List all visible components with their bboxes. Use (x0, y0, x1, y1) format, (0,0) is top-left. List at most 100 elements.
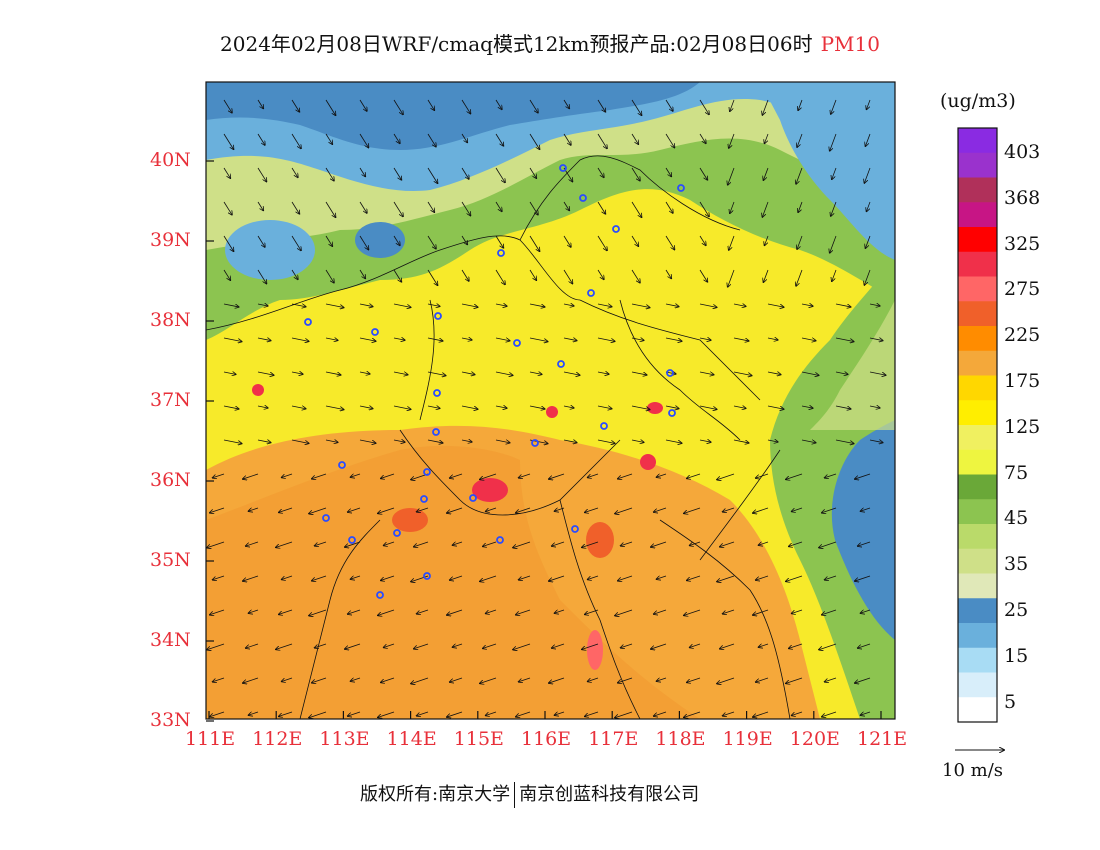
wind-arrow (797, 133, 803, 147)
wind-arrow (249, 609, 259, 613)
wind-arrow (447, 507, 463, 513)
wind-arrow (495, 304, 507, 306)
wind-arrow (223, 439, 242, 444)
wind-arrow (585, 711, 599, 716)
legend-color-bin (958, 326, 997, 352)
wind-arrow (563, 406, 574, 408)
wind-arrow (453, 643, 463, 647)
province-boundaries (206, 155, 791, 719)
legend-value-label: 275 (1004, 278, 1041, 301)
wind-arrow (756, 677, 769, 682)
wind-arrow (519, 473, 531, 478)
wind-arrow (801, 406, 813, 408)
wind-arrow (665, 167, 671, 176)
wind-arrow (461, 133, 467, 142)
wind-arrow (665, 99, 673, 111)
wind-arrow (792, 609, 803, 613)
wind-arrow (513, 643, 531, 650)
latitude-tick-label: 40N (150, 149, 191, 171)
wind-arrow (351, 473, 361, 477)
wind-arrow (665, 201, 673, 213)
wind-arrow (717, 677, 735, 684)
wind-arrow (831, 99, 837, 114)
wind-arrow (756, 575, 769, 580)
wind-arrow (393, 269, 401, 282)
legend-color-bin (958, 449, 997, 475)
wind-arrow (223, 235, 234, 251)
wind-arrow (684, 711, 701, 717)
legend-color-bin (958, 251, 997, 277)
wind-arrow (687, 575, 701, 580)
wind-arrow (257, 201, 263, 210)
wind-arrow (762, 99, 769, 115)
wind-arrow (291, 439, 309, 443)
wind-arrow (427, 269, 438, 285)
wind-arrow (582, 541, 599, 547)
wind-arrow (699, 371, 714, 375)
wind-arrow (789, 541, 803, 546)
wind-arrow (759, 541, 769, 545)
wind-arrow (257, 406, 268, 408)
wind-arrow (495, 371, 513, 375)
wind-arrow (563, 133, 571, 145)
wind-arrow (767, 440, 778, 442)
wind-arrow (835, 337, 854, 342)
wind-arrow (291, 167, 298, 177)
wind-arrow (480, 473, 497, 479)
wind-arrow (279, 507, 293, 512)
wind-arrow (597, 439, 615, 443)
legend-value-label: 25 (1004, 599, 1029, 621)
longitude-tick-label: 120E (789, 728, 840, 750)
wind-arrow (597, 405, 612, 409)
wind-arrow (483, 541, 497, 546)
wind-arrow (618, 575, 633, 581)
wind-arrow (393, 99, 403, 114)
wind-arrow (855, 473, 871, 479)
wind-arrow (822, 609, 837, 615)
wind-arrow (345, 541, 361, 547)
copyright-footer: 版权所有:南京大学 南京创蓝科技有限公司 (360, 780, 699, 808)
wind-arrow (461, 235, 467, 244)
wind-arrow (631, 440, 644, 442)
wind-arrow (516, 711, 531, 717)
legend-color-bin (958, 301, 997, 327)
wind-arrow (223, 167, 230, 178)
wind-arrow (461, 269, 469, 281)
wind-arrow (665, 439, 682, 443)
wind-arrow (819, 541, 837, 548)
wind-arrow (257, 133, 265, 145)
wind-arrow (427, 99, 434, 110)
wind-arrow (720, 643, 735, 649)
wind-arrow (699, 338, 711, 340)
wind-arrow (654, 507, 667, 512)
legend-value-label: 368 (1004, 186, 1041, 209)
wind-arrow (858, 643, 871, 648)
wind-arrow (529, 372, 542, 374)
wind-arrow (588, 575, 599, 579)
latitude-tick-label: 34N (150, 629, 191, 651)
wind-arrow (588, 677, 599, 681)
wind-arrow (717, 575, 735, 582)
wind-arrow (699, 303, 717, 307)
wind-arrow (359, 439, 376, 443)
wind-arrow (291, 337, 309, 341)
wind-arrow (699, 235, 706, 245)
wind-arrow (427, 439, 443, 443)
longitude-tick-label: 113E (319, 728, 370, 750)
wind-arrow (631, 371, 647, 375)
legend-color-bin (958, 152, 997, 178)
wind-arrow (325, 201, 336, 217)
wind-arrow (723, 711, 735, 716)
legend-value-label: 325 (1004, 232, 1041, 255)
wind-arrow (597, 133, 607, 148)
wind-vectors (207, 99, 886, 718)
wind-arrow (529, 133, 540, 149)
wind-arrow (495, 439, 510, 443)
wind-arrow (529, 201, 538, 215)
longitude-tick-label: 112E (252, 728, 303, 750)
wind-arrow (763, 269, 769, 282)
wind-arrow (453, 541, 463, 545)
wind-arrow (309, 609, 327, 616)
wind-arrow (447, 711, 463, 717)
